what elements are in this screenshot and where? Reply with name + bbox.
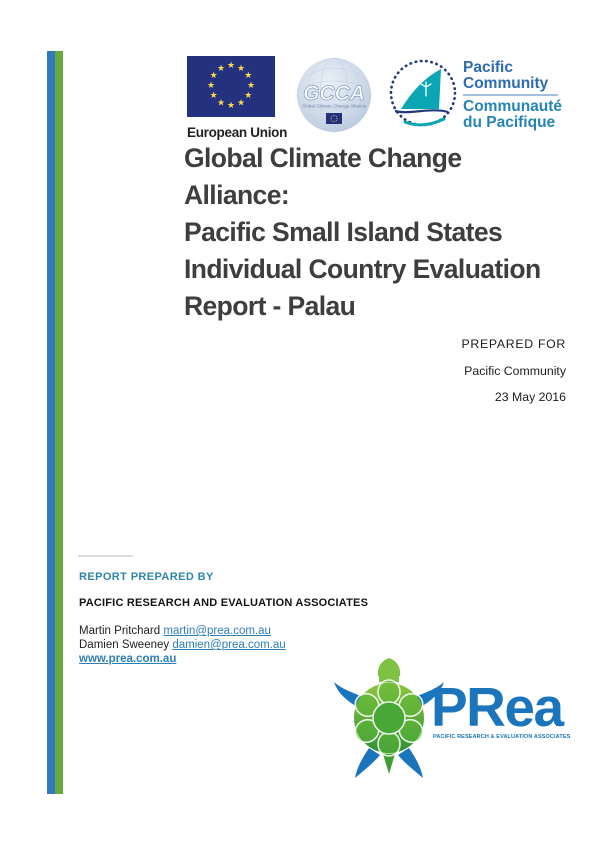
email-link[interactable]: martin@prea.com.au [163, 625, 271, 637]
spc-dotted-circle-icon [389, 59, 457, 127]
prepared-by-block: REPORT PREPARED BY PACIFIC RESEARCH AND … [79, 571, 409, 666]
prea-tagline: PACIFIC RESEARCH & EVALUATION ASSOCIATES [433, 734, 571, 740]
turtle-icon [334, 658, 444, 778]
svg-text:★: ★ [210, 70, 218, 80]
prepared-by-heading: REPORT PREPARED BY [79, 571, 214, 583]
website-link[interactable]: www.prea.com.au [79, 653, 177, 665]
contact-name: Martin Pritchard [79, 625, 161, 637]
european-union-label: European Union [187, 125, 288, 140]
prepared-for-client: Pacific Community [464, 363, 566, 378]
svg-text:★: ★ [247, 80, 255, 90]
prepared-by-org: PACIFIC RESEARCH AND EVALUATION ASSOCIAT… [79, 597, 369, 609]
contact-line: Damien Sweeney damien@prea.com.au [79, 638, 409, 652]
spc-name-en-line1: Pacific [463, 59, 513, 76]
gcca-globe-icon [297, 58, 371, 132]
globe-gridlines-icon [296, 57, 372, 133]
spc-swoosh-icon [403, 117, 446, 127]
accent-stripe-blue [47, 51, 55, 794]
contact-line: www.prea.com.au [79, 652, 409, 666]
svg-text:★: ★ [217, 98, 225, 108]
svg-text:★: ★ [217, 63, 225, 73]
svg-text:★: ★ [210, 90, 218, 100]
gcca-subtitle: Global Climate Change Alliance [302, 104, 367, 109]
eu-flag-icon: ★ ★ ★ ★ ★ ★ ★ ★ ★ ★ ★ ★ [187, 56, 275, 117]
spc-name-en-line2: Community [463, 75, 549, 92]
svg-text:★: ★ [244, 70, 252, 80]
eu-flag-logo: ★ ★ ★ ★ ★ ★ ★ ★ ★ ★ ★ ★ European Union [187, 56, 288, 140]
prepared-for-heading: PREPARED FOR [461, 337, 566, 351]
prepared-for-block: PREPARED FOR Pacific Community 23 May 20… [461, 337, 566, 404]
title-line-3: Individual Country Evaluation [184, 254, 541, 284]
prea-logo: PRea PACIFIC RESEARCH & EVALUATION ASSOC… [333, 646, 573, 781]
title-line-4: Report - Palau [184, 291, 356, 321]
accent-stripe-green [55, 51, 63, 794]
svg-text:★: ★ [207, 80, 215, 90]
gcca-logo: GCCA Global Climate Change Alliance [296, 57, 372, 133]
title-line-2: Pacific Small Island States [184, 217, 503, 247]
contact-list: Martin Pritchard martin@prea.com.au Dami… [79, 624, 409, 666]
title-line-1: Global Climate Change Alliance: [184, 143, 462, 210]
svg-text:★: ★ [237, 63, 245, 73]
gcca-mini-eu-flag-icon [326, 113, 342, 124]
svg-text:★: ★ [227, 60, 235, 70]
contact-name: Damien Sweeney [79, 639, 170, 651]
page-title: Global Climate Change Alliance: Pacific … [184, 140, 554, 325]
email-link[interactable]: damien@prea.com.au [172, 639, 286, 651]
spc-name-fr-line2: du Pacifique [463, 114, 556, 131]
svg-text:★: ★ [244, 90, 252, 100]
svg-text:★: ★ [227, 100, 235, 110]
divider-rule [78, 555, 133, 557]
prepared-for-date: 23 May 2016 [494, 390, 566, 404]
contact-line: Martin Pritchard martin@prea.com.au [79, 624, 409, 638]
prea-wordmark: PRea [431, 676, 564, 738]
spc-name-fr-line1: Communauté [463, 98, 562, 115]
spc-wave-icon [394, 109, 449, 114]
spc-sail-icon [401, 69, 441, 109]
gcca-acronym: GCCA [303, 82, 365, 105]
spc-logo: Pacific Community Communauté du Pacifiqu… [389, 59, 562, 131]
svg-text:★: ★ [237, 98, 245, 108]
spc-palm-icon [420, 81, 432, 97]
